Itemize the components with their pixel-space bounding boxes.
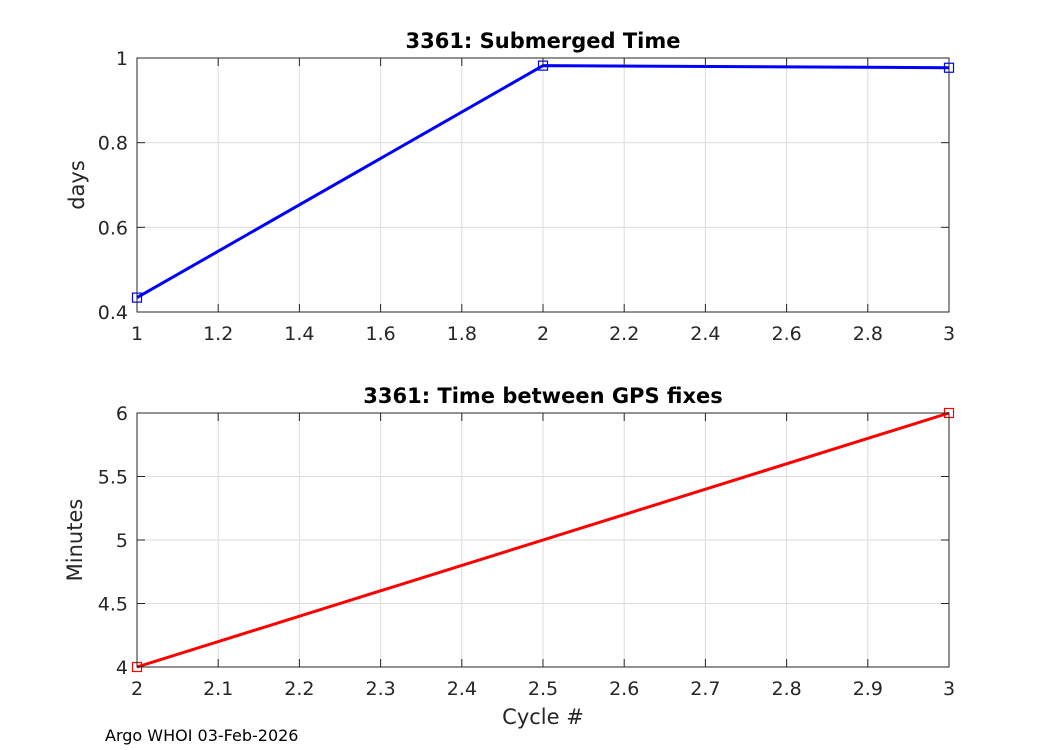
x-tick-label: 2.4 xyxy=(690,323,720,345)
x-tick-label: 1.4 xyxy=(284,323,314,345)
x-tick-label: 2.5 xyxy=(528,678,558,700)
y-tick-label: 4 xyxy=(116,657,128,679)
chart-title: 3361: Time between GPS fixes xyxy=(363,384,723,408)
x-tick-label: 2 xyxy=(131,678,143,700)
x-tick-label: 1.6 xyxy=(365,323,395,345)
y-tick-label: 6 xyxy=(116,403,128,425)
x-tick-label: 2.6 xyxy=(771,323,801,345)
y-tick-label: 5 xyxy=(116,530,128,552)
tick-marks: 2 2.1 2.2 2.3 2.4 2.5 2.6 2.7 2.8 2.9 3 4 4.5 5 5.5 6 xyxy=(98,403,955,700)
x-tick-label: 2.7 xyxy=(690,678,720,700)
y-tick-label: 0.6 xyxy=(98,217,128,239)
y-axis-label: days xyxy=(65,160,89,210)
y-tick-label: 1 xyxy=(116,48,128,70)
chart-title: 3361: Submerged Time xyxy=(405,29,680,53)
y-axis-label: Minutes xyxy=(63,499,87,582)
y-tick-label: 0.8 xyxy=(98,133,128,155)
x-tick-label: 2 xyxy=(537,323,549,345)
x-tick-label: 1.2 xyxy=(203,323,233,345)
submerged-time-plot: 1 1.2 1.4 1.6 1.8 2 2.2 2.4 2.6 2.8 3 0.4 0.6 0.8 1 33… xyxy=(65,29,955,345)
x-tick-label: 2.8 xyxy=(853,323,883,345)
x-tick-label: 2.1 xyxy=(203,678,233,700)
gps-fix-time-plot: 2 2.1 2.2 2.3 2.4 2.5 2.6 2.7 2.8 2.9 3 4 4.5 5 5.5 6 3… xyxy=(63,384,955,729)
x-axis-label: Cycle # xyxy=(502,705,584,729)
y-tick-label: 5.5 xyxy=(98,467,128,489)
y-tick-label: 4.5 xyxy=(98,594,128,616)
x-tick-label: 2.3 xyxy=(365,678,395,700)
footer-stamp: Argo WHOI 03-Feb-2026 xyxy=(105,726,298,745)
x-tick-label: 2.6 xyxy=(609,678,639,700)
x-tick-label: 2.4 xyxy=(447,678,477,700)
series-line xyxy=(136,411,950,669)
y-tick-label: 0.4 xyxy=(98,302,128,324)
x-tick-label: 2.9 xyxy=(853,678,883,700)
tick-marks: 1 1.2 1.4 1.6 1.8 2 2.2 2.4 2.6 2.8 3 0.4 0.6 0.8 1 xyxy=(98,48,955,345)
x-tick-label: 3 xyxy=(943,323,955,345)
x-tick-label: 3 xyxy=(943,678,955,700)
x-tick-label: 2.2 xyxy=(284,678,314,700)
x-tick-label: 2.2 xyxy=(609,323,639,345)
x-tick-label: 1.8 xyxy=(447,323,477,345)
x-tick-label: 1 xyxy=(131,323,143,345)
x-tick-label: 2.8 xyxy=(771,678,801,700)
